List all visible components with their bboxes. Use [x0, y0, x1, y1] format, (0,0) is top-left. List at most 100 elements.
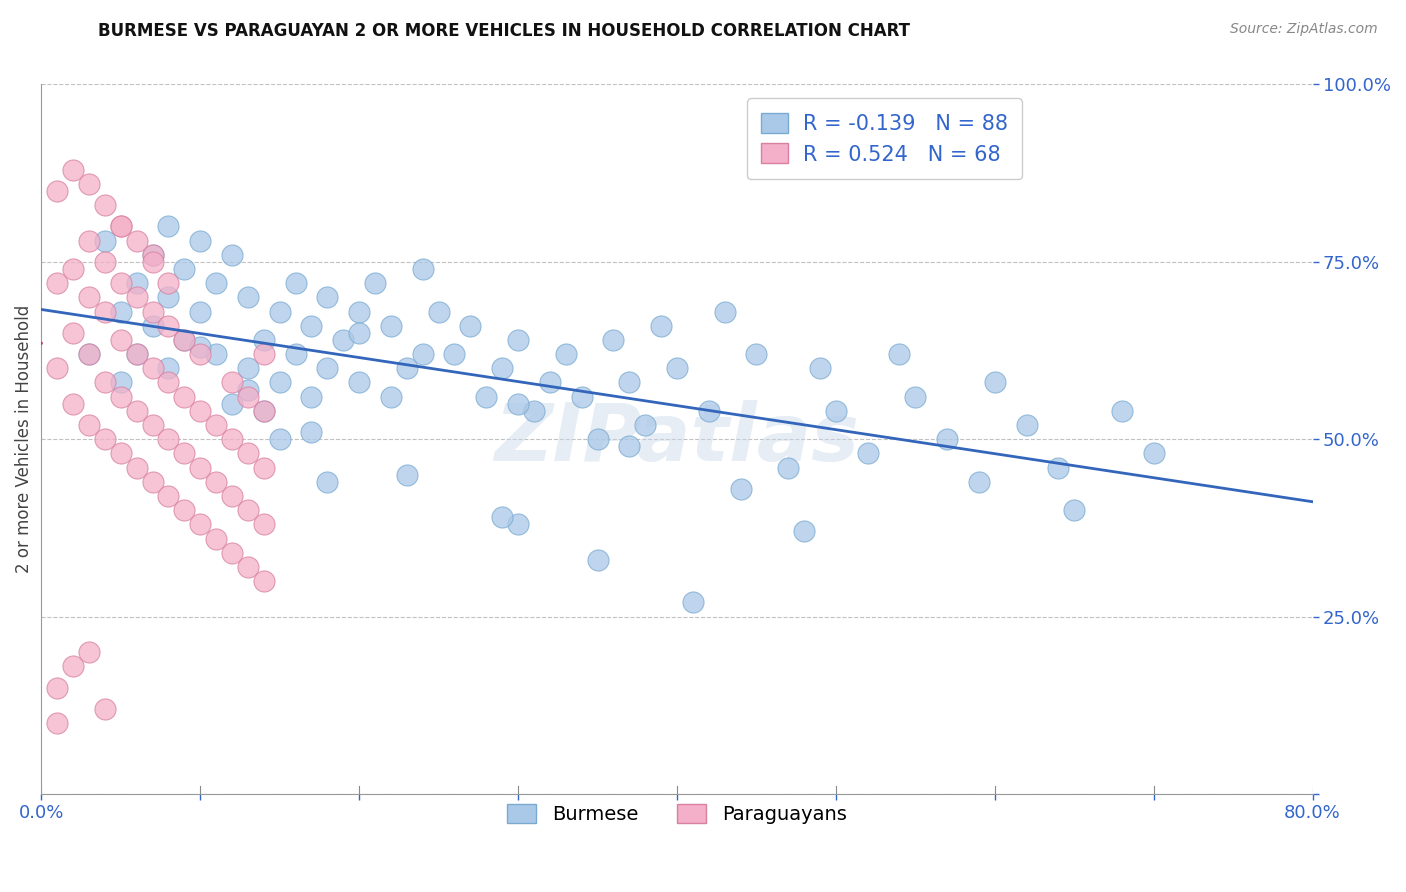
Point [205, 532, 228, 546]
Point [62, 162, 84, 177]
Point [236, 503, 259, 517]
Point [253, 517, 276, 532]
Point [697, 404, 720, 418]
Point [347, 376, 370, 390]
Point [506, 517, 529, 532]
Point [157, 290, 180, 304]
Point [77, 290, 100, 304]
Point [125, 290, 148, 304]
Point [824, 404, 846, 418]
Point [236, 560, 259, 574]
Point [125, 347, 148, 361]
Point [221, 248, 243, 262]
Point [475, 390, 498, 404]
Point [808, 361, 831, 376]
Point [269, 304, 291, 318]
Point [682, 595, 704, 609]
Point [491, 510, 513, 524]
Point [142, 318, 165, 333]
Point [221, 376, 243, 390]
Point [125, 404, 148, 418]
Point [347, 326, 370, 340]
Point [62, 397, 84, 411]
Point [984, 376, 1007, 390]
Point [904, 390, 927, 404]
Point [142, 361, 165, 376]
Point [62, 659, 84, 673]
Point [1111, 404, 1133, 418]
Point [523, 404, 546, 418]
Point [77, 347, 100, 361]
Point [506, 333, 529, 347]
Point [236, 290, 259, 304]
Point [412, 261, 434, 276]
Point [94, 198, 117, 212]
Point [793, 524, 815, 539]
Point [221, 397, 243, 411]
Point [46, 361, 69, 376]
Point [236, 390, 259, 404]
Point [253, 460, 276, 475]
Point [269, 432, 291, 446]
Point [157, 276, 180, 290]
Point [157, 489, 180, 503]
Point [157, 318, 180, 333]
Point [188, 404, 211, 418]
Point [94, 234, 117, 248]
Point [730, 482, 752, 496]
Point [967, 475, 990, 489]
Point [142, 418, 165, 433]
Point [205, 347, 228, 361]
Point [889, 347, 911, 361]
Point [236, 383, 259, 397]
Point [380, 390, 402, 404]
Point [94, 376, 117, 390]
Point [125, 276, 148, 290]
Point [253, 347, 276, 361]
Point [427, 304, 450, 318]
Point [46, 681, 69, 695]
Point [650, 318, 672, 333]
Point [619, 376, 641, 390]
Point [586, 553, 609, 567]
Point [380, 318, 402, 333]
Point [125, 234, 148, 248]
Point [125, 347, 148, 361]
Point [142, 475, 165, 489]
Point [538, 376, 561, 390]
Point [110, 219, 132, 234]
Point [236, 446, 259, 460]
Point [395, 361, 418, 376]
Point [110, 219, 132, 234]
Point [506, 397, 529, 411]
Point [94, 304, 117, 318]
Point [665, 361, 688, 376]
Point [110, 390, 132, 404]
Point [188, 347, 211, 361]
Text: BURMESE VS PARAGUAYAN 2 OR MORE VEHICLES IN HOUSEHOLD CORRELATION CHART: BURMESE VS PARAGUAYAN 2 OR MORE VEHICLES… [98, 22, 911, 40]
Point [157, 219, 180, 234]
Point [936, 432, 959, 446]
Point [77, 418, 100, 433]
Point [778, 460, 800, 475]
Point [62, 261, 84, 276]
Point [77, 347, 100, 361]
Point [205, 475, 228, 489]
Point [188, 304, 211, 318]
Point [316, 361, 339, 376]
Point [77, 234, 100, 248]
Point [253, 404, 276, 418]
Point [94, 432, 117, 446]
Point [94, 702, 117, 716]
Point [412, 347, 434, 361]
Point [125, 460, 148, 475]
Point [110, 304, 132, 318]
Point [173, 446, 195, 460]
Point [157, 361, 180, 376]
Point [284, 276, 307, 290]
Point [443, 347, 465, 361]
Point [491, 361, 513, 376]
Legend: Burmese, Paraguayans: Burmese, Paraguayans [498, 795, 856, 834]
Point [301, 390, 323, 404]
Point [554, 347, 576, 361]
